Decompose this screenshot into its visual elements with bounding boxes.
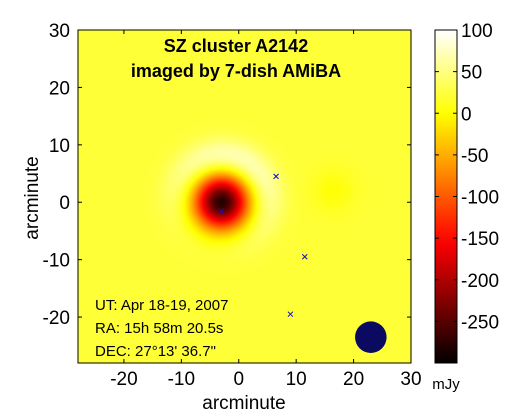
chart-title-line-2: imaged by 7-dish AMiBA xyxy=(131,61,341,81)
x-tick-marks xyxy=(123,30,355,363)
chart-title-line-1: SZ cluster A2142 xyxy=(164,36,308,56)
heatmap-plot-area xyxy=(77,29,412,364)
y-tick-marks xyxy=(78,86,411,318)
y-tick-label: -20 xyxy=(43,308,70,329)
beam-disc xyxy=(355,321,387,353)
colorbar-ticks: 100 50 0 -50 -100 -150 -200 -250 xyxy=(435,21,499,333)
y-tick-label: 20 xyxy=(49,78,70,99)
colorbar-tick-label: -100 xyxy=(461,188,499,209)
colorbar-tick-label: -150 xyxy=(461,229,499,250)
point-source-marker xyxy=(273,173,279,180)
colorbar: 100 50 0 -50 -100 -150 -200 -250 mJy xyxy=(432,21,499,393)
x-tick-label: 20 xyxy=(343,369,364,390)
x-tick-label: 30 xyxy=(400,369,421,390)
x-tick-labels: -20 -10 0 10 20 30 xyxy=(110,369,421,390)
colorbar-unit: mJy xyxy=(432,376,460,393)
colorbar-tick-label: -250 xyxy=(461,312,499,333)
point-source-marker xyxy=(301,253,308,260)
annotation-ut: UT: Apr 18-19, 2007 xyxy=(95,297,228,314)
x-tick-label: 10 xyxy=(286,369,307,390)
point-source-marker xyxy=(218,207,225,214)
heatmap-image xyxy=(78,30,411,363)
y-tick-label: 30 xyxy=(49,21,70,42)
point-source-marker xyxy=(287,311,294,318)
annotation-dec: DEC: 27°13' 36.7" xyxy=(95,343,216,360)
x-tick-label: -20 xyxy=(110,369,137,390)
y-tick-label: -10 xyxy=(43,251,70,272)
colorbar-gradient xyxy=(435,30,457,363)
y-tick-labels: -20 -10 0 10 20 30 xyxy=(43,21,70,329)
y-tick-label: 10 xyxy=(49,136,70,157)
point-source-markers xyxy=(218,173,308,318)
annotation-ra: RA: 15h 58m 20.5s xyxy=(95,320,223,337)
y-tick-label: 0 xyxy=(59,193,70,214)
colorbar-tick-label: 50 xyxy=(461,63,482,84)
x-tick-label: -10 xyxy=(168,369,195,390)
x-axis-title: arcminute xyxy=(202,393,285,414)
colorbar-tick-label: -50 xyxy=(461,146,488,167)
plot-frame xyxy=(77,29,412,364)
x-tick-label: 0 xyxy=(233,369,244,390)
colorbar-tick-label: -200 xyxy=(461,271,499,292)
colorbar-tick-label: 100 xyxy=(461,21,493,42)
colorbar-tick-label: 0 xyxy=(461,104,472,125)
y-axis-title: arcminute xyxy=(22,156,43,239)
